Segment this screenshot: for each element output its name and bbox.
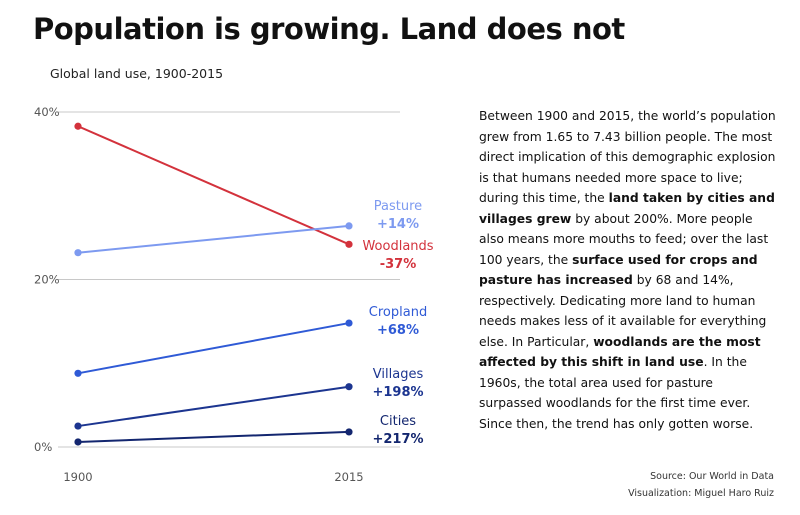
visualization-credit: Visualization: Miguel Haro Ruiz	[628, 488, 774, 499]
series-change-woodlands: -37%	[380, 257, 417, 272]
data-point-villages	[345, 383, 353, 391]
series-change-cities: +217%	[372, 432, 423, 447]
series-label-woodlands: Woodlands	[362, 239, 433, 254]
data-point-villages	[74, 422, 82, 430]
source-line: Source: Our World in Data	[650, 471, 774, 482]
series-line-pasture	[77, 224, 350, 254]
paragraph-emphasis: surface used for crops and pasture has i…	[479, 252, 758, 288]
data-point-woodlands	[74, 122, 82, 130]
data-point-cities	[74, 438, 82, 446]
series-change-cropland: +68%	[377, 323, 419, 338]
series-layer	[74, 122, 353, 446]
data-point-pasture	[345, 222, 353, 230]
chart-subtitle: Global land use, 1900-2015	[50, 66, 224, 81]
series-label-villages: Villages	[373, 367, 424, 382]
data-point-woodlands	[345, 240, 353, 248]
paragraph-text: . In the 1960s, the total area used for …	[479, 355, 754, 431]
series-label-pasture: Pasture	[374, 199, 422, 214]
series-line-cities	[77, 430, 350, 443]
x-tick-label: 2015	[334, 470, 363, 484]
label-layer: Woodlands -37% Pasture +14% Cropland +68% Vill…	[362, 199, 433, 447]
series-line-woodlands	[77, 125, 350, 246]
series-line-cropland	[77, 322, 350, 375]
data-point-cropland	[345, 319, 353, 327]
y-tick-label: 20%	[34, 273, 60, 287]
paragraph-emphasis: woodlands are the most affected by this …	[479, 334, 761, 370]
paragraph-emphasis: land taken by cities and villages grew	[479, 191, 775, 226]
axis-layer: 0% 20% 40% 1900 2015	[34, 105, 364, 484]
series-label-cities: Cities	[380, 414, 416, 429]
paragraph-text: by 68 and 14%, respectively. Dedicating …	[479, 273, 767, 349]
data-point-cropland	[74, 369, 82, 377]
x-tick-label: 1900	[63, 470, 92, 484]
series-change-pasture: +14%	[377, 217, 419, 232]
paragraph-text: Between 1900 and 2015, the world’s popul…	[479, 109, 776, 205]
data-point-pasture	[74, 249, 82, 257]
data-point-cities	[345, 428, 353, 436]
grid-layer	[58, 111, 400, 448]
series-line-villages	[77, 385, 350, 428]
series-change-villages: +198%	[372, 385, 423, 400]
chart-title: Population is growing. Land does not	[33, 12, 625, 46]
series-label-cropland: Cropland	[369, 305, 427, 320]
description-paragraph: Between 1900 and 2015, the world’s popul…	[479, 106, 779, 434]
y-tick-label: 40%	[34, 105, 60, 119]
paragraph-text: by about 200%. More people also means mo…	[479, 211, 769, 267]
line-chart: 0% 20% 40% 1900 2015 Woodlands -37% Pasture +14…	[34, 105, 434, 484]
source-credit: Source: Our World in Data Visualization:…	[628, 468, 774, 502]
y-tick-label: 0%	[34, 440, 52, 454]
